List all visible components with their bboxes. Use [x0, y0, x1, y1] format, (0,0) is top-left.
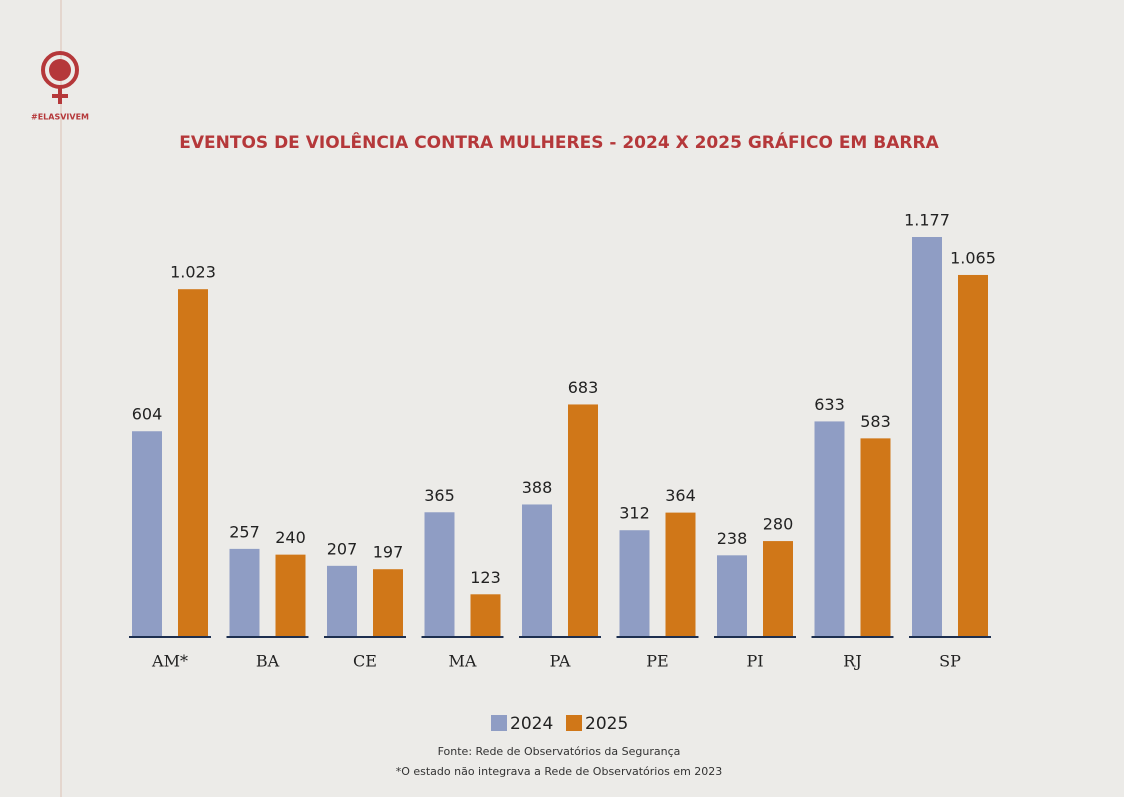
x-tick-label: BA	[256, 652, 280, 671]
value-label: 240	[275, 528, 306, 547]
bar	[860, 438, 891, 636]
legend-label: 2024	[510, 714, 553, 734]
x-tick-label: PA	[550, 652, 571, 671]
value-label: 123	[470, 568, 501, 587]
value-label: 197	[373, 543, 404, 562]
bar	[619, 530, 650, 636]
x-tick-label: AM*	[151, 652, 188, 671]
value-label: 583	[860, 412, 891, 431]
value-label: 1.065	[950, 248, 996, 267]
value-label: 280	[763, 515, 794, 534]
bar	[522, 504, 552, 636]
bar	[763, 541, 793, 636]
x-tick-label: CE	[353, 652, 377, 671]
note: *O estado não integrava a Rede de Observ…	[396, 765, 723, 778]
x-tick-label: PE	[646, 652, 668, 671]
bar	[373, 569, 403, 636]
value-label: 364	[665, 486, 696, 505]
bar	[132, 431, 162, 636]
value-label: 1.023	[170, 263, 216, 282]
x-tick-label: RJ	[843, 652, 861, 671]
bar	[958, 274, 988, 636]
bar	[275, 554, 306, 636]
value-label: 1.177	[904, 211, 950, 230]
bar	[912, 237, 942, 636]
value-label: 238	[717, 529, 748, 548]
logo-text: #ELASVIVEM	[31, 113, 89, 122]
value-label: 312	[619, 504, 650, 523]
legend-swatch	[491, 715, 507, 731]
value-label: 633	[814, 395, 845, 414]
source: Fonte: Rede de Observatórios da Seguranç…	[438, 745, 681, 758]
value-label: 257	[229, 522, 260, 541]
bar	[717, 555, 747, 636]
value-label: 365	[424, 486, 455, 505]
value-label: 207	[327, 539, 358, 558]
bar	[814, 421, 845, 636]
value-label: 388	[522, 478, 553, 497]
bar	[470, 594, 501, 636]
chart-title: EVENTOS DE VIOLÊNCIA CONTRA MULHERES - 2…	[179, 131, 939, 153]
bar	[424, 512, 455, 636]
bar	[178, 289, 208, 636]
x-tick-label: MA	[449, 652, 477, 671]
x-tick-label: PI	[746, 652, 763, 671]
x-tick-label: SP	[939, 652, 961, 671]
bar	[568, 404, 598, 636]
bar	[665, 512, 696, 636]
value-label: 683	[568, 378, 599, 397]
bar	[229, 548, 260, 636]
logo	[41, 51, 79, 104]
legend-swatch	[566, 715, 582, 731]
value-label: 604	[132, 405, 163, 424]
legend-label: 2025	[585, 714, 628, 734]
bar	[327, 565, 357, 636]
